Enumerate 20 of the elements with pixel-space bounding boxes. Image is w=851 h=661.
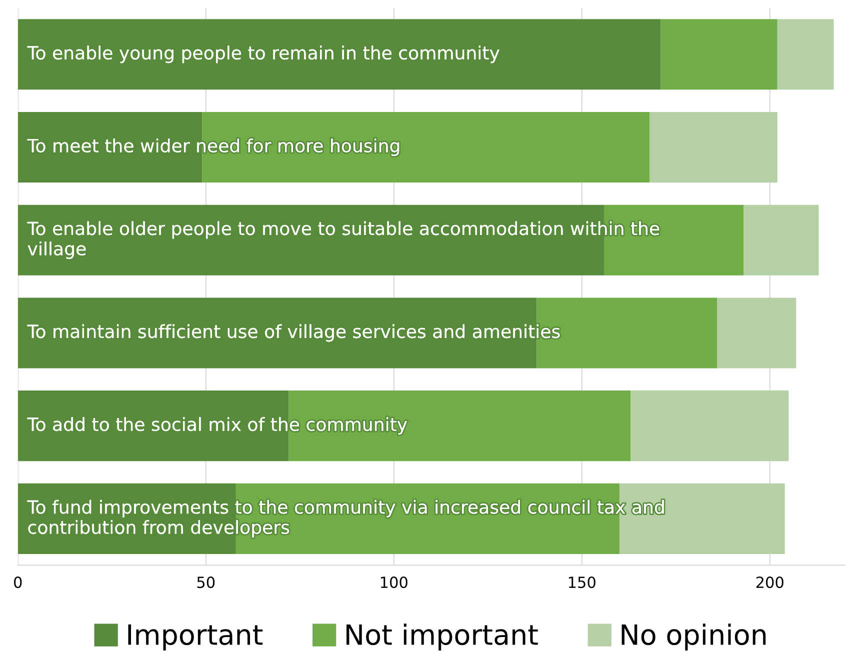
y-tick-label: To add to the social mix of the community	[27, 417, 408, 435]
bar	[717, 298, 796, 368]
y-tick-label: To enable young people to remain in the community	[27, 46, 500, 64]
legend-label: Important	[128, 624, 263, 650]
y-tick-label: To meet the wider need for more housing	[27, 138, 400, 156]
x-tick-label: 200	[756, 576, 784, 588]
y-tick-label: To enable older people to move to suitable accommodation within the village	[27, 221, 660, 259]
legend-label: Not important	[346, 624, 538, 650]
y-tick-label: To fund improvements to the community via increased council tax and contribution from developers	[27, 500, 664, 538]
x-tick-label: 150	[568, 576, 596, 588]
x-tick-label: 50	[197, 576, 215, 588]
x-tick-label: 100	[380, 576, 408, 588]
legend-label: No opinion	[622, 624, 766, 650]
bar	[660, 19, 778, 90]
bar	[744, 204, 819, 276]
bar	[650, 112, 778, 183]
y-tick-label: To maintain sufficient use of village services and amenities	[27, 324, 560, 342]
bar	[777, 19, 834, 90]
x-tick-label: 0	[14, 576, 22, 588]
bar	[630, 390, 789, 462]
